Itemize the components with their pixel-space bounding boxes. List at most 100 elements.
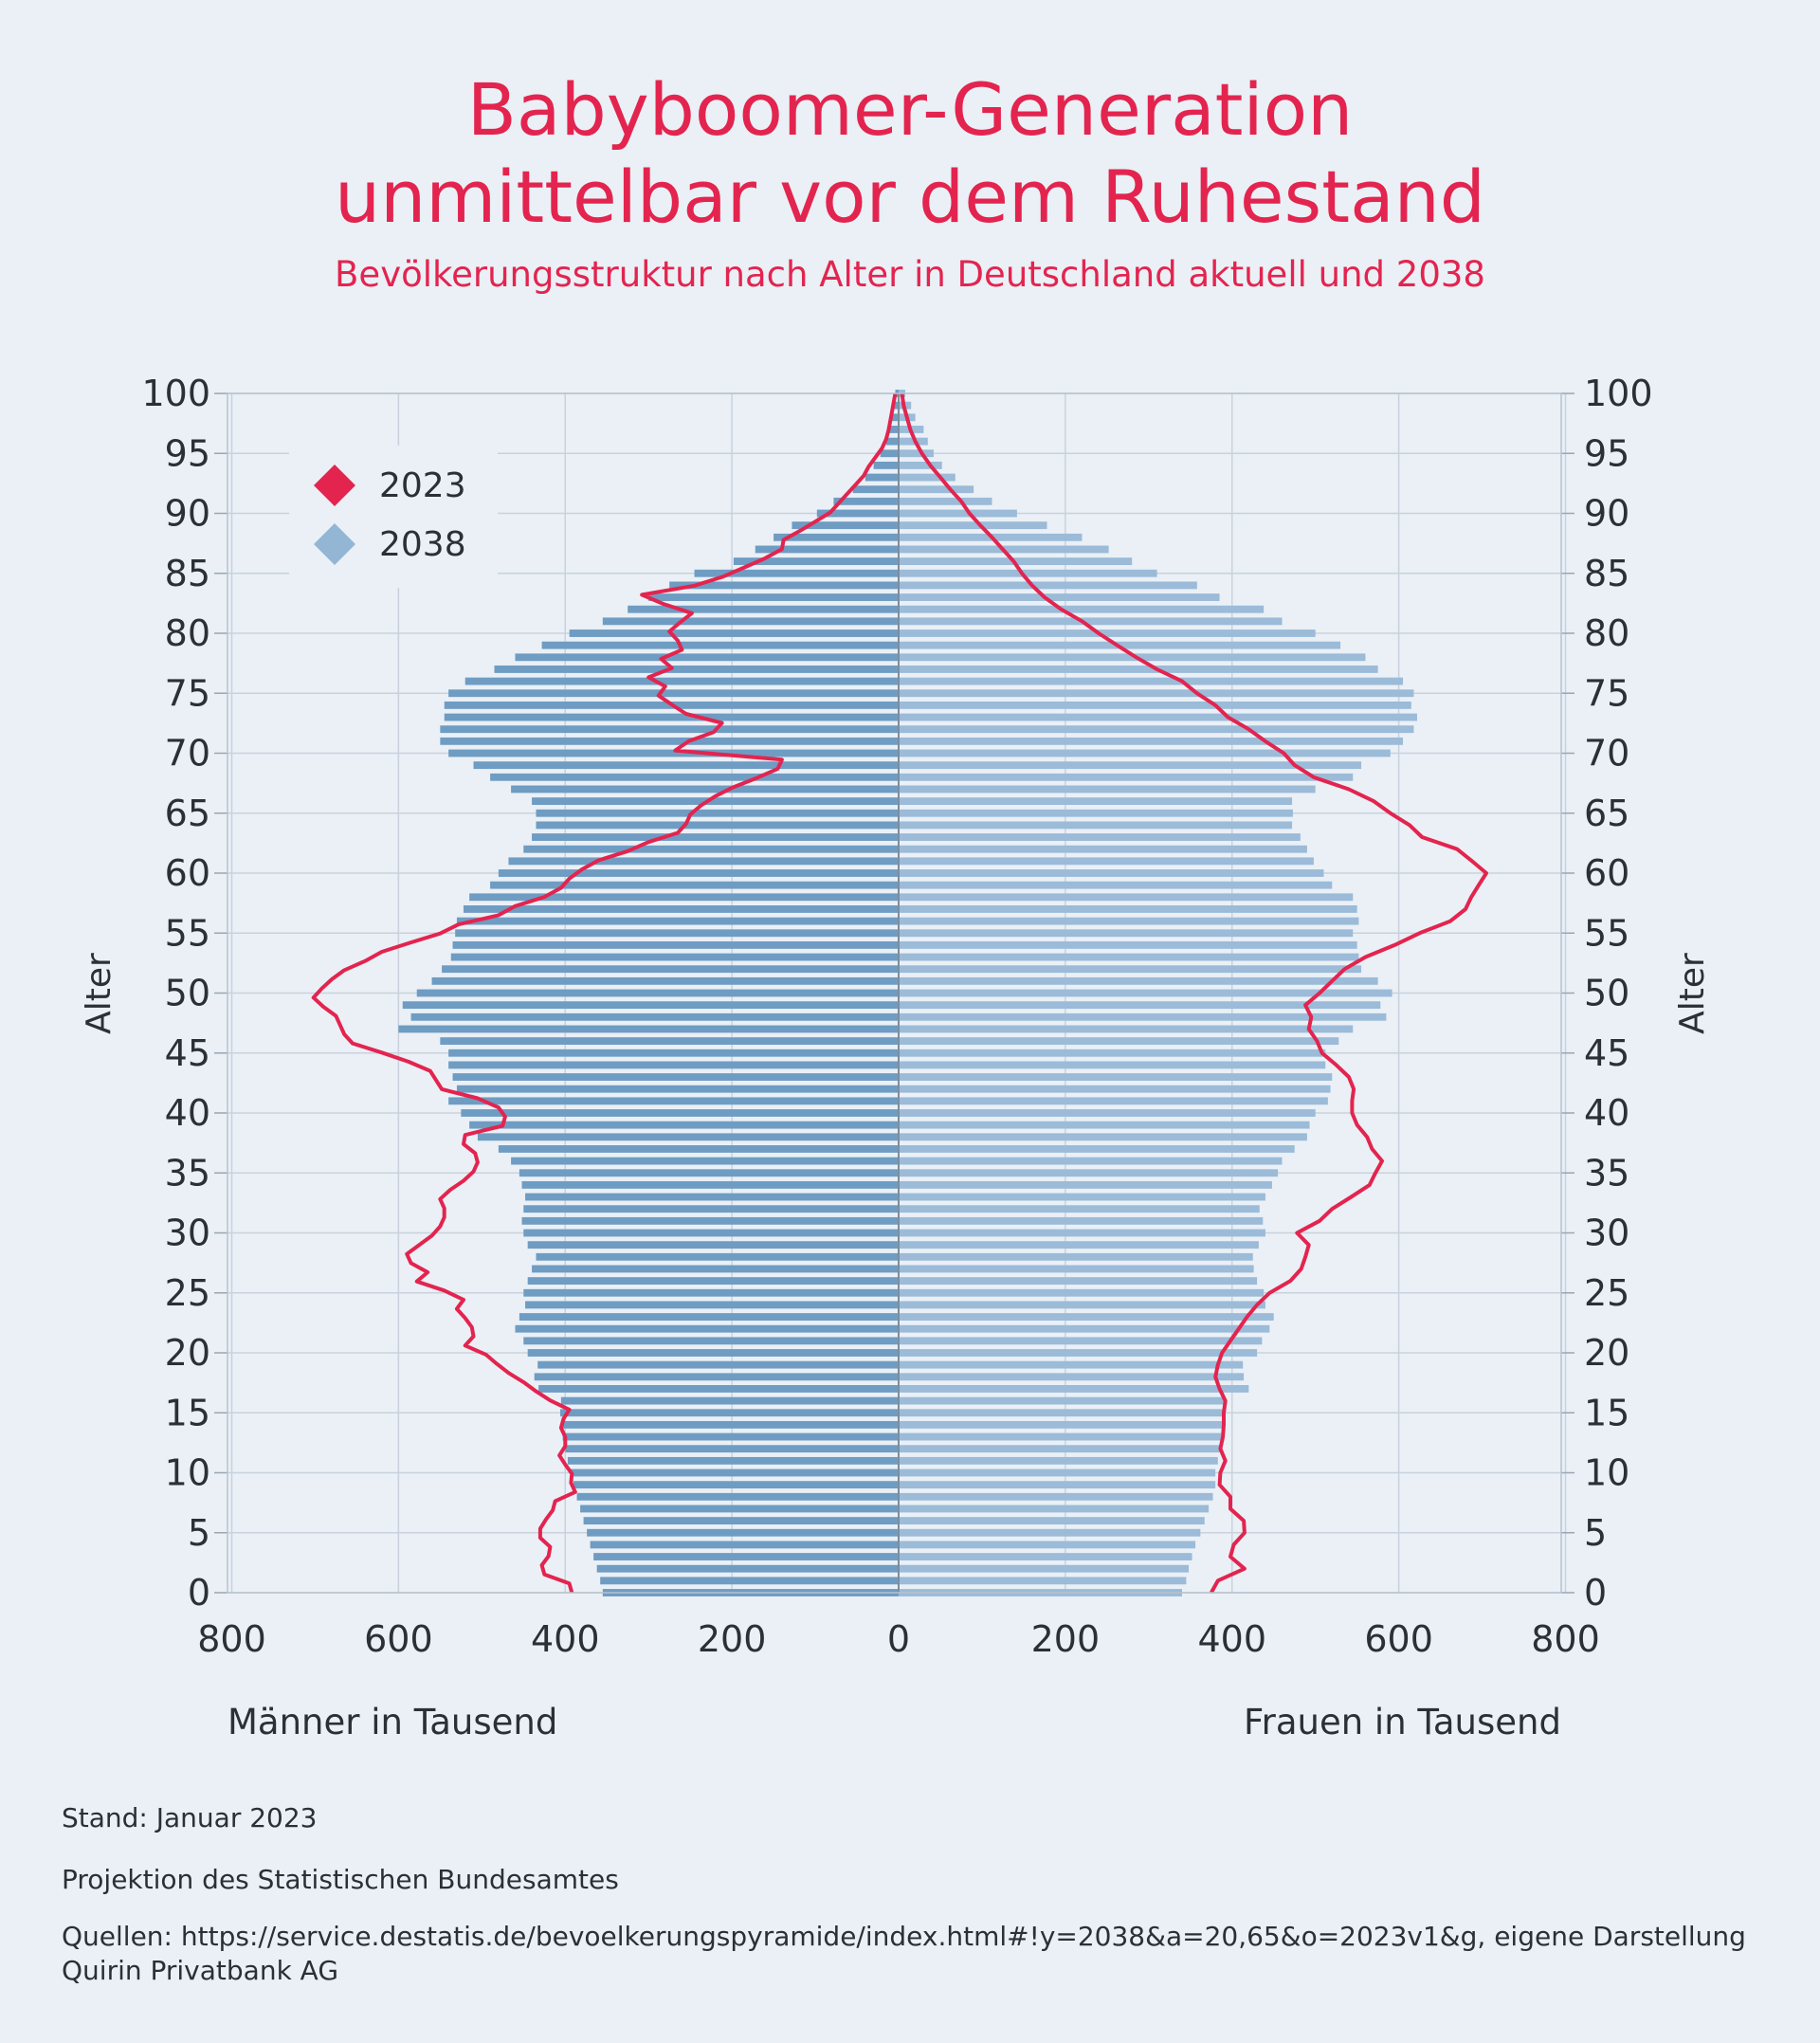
bar-2038-female [899, 473, 956, 482]
bar-2038-male [580, 1505, 899, 1513]
bar-2038-female [899, 1577, 1187, 1585]
bar-2038-female [899, 1337, 1263, 1345]
bar-2038-male [536, 809, 899, 817]
bar-2038-male [473, 761, 899, 770]
y-tick-label-right: 30 [1584, 1213, 1629, 1254]
bar-2038-female [899, 1505, 1210, 1513]
bar-2038-female [899, 629, 1316, 637]
bar-2038-male [593, 1553, 899, 1560]
bar-2038-male [402, 1001, 900, 1010]
bar-2038-female [899, 1456, 1218, 1465]
y-tick-label-left: 20 [165, 1332, 210, 1374]
bar-2038-male [816, 509, 899, 518]
bar-2038-male [888, 426, 899, 433]
bar-2038-female [899, 509, 1017, 518]
bar-2038-male [523, 1288, 899, 1297]
y-tick-label-left: 15 [165, 1392, 210, 1433]
y-tick-label-right: 95 [1584, 432, 1629, 474]
bar-2038-female [899, 1277, 1258, 1286]
y-tick-label-right: 75 [1584, 672, 1629, 714]
bar-2038-male [532, 1265, 899, 1273]
y-tick-label-right: 10 [1584, 1452, 1629, 1494]
bar-2038-female [899, 773, 1354, 781]
y-tick-label-right: 0 [1584, 1572, 1607, 1614]
x-tick-label: 200 [1031, 1618, 1101, 1660]
bar-2038-female [899, 569, 1157, 577]
bar-2038-male [469, 1121, 899, 1129]
title-line-1: Babyboomer-Generation [466, 67, 1354, 152]
bar-2038-male [508, 857, 899, 866]
y-tick-label-left: 80 [165, 612, 210, 654]
footer-quellen: Quellen: https://service.destatis.de/bev… [62, 1920, 1746, 1988]
bar-2038-female [899, 1109, 1316, 1117]
y-axis-label-left: Alter [80, 953, 118, 1034]
bar-2038-female [899, 1481, 1216, 1489]
bar-2038-female [899, 893, 1354, 902]
bar-2038-male [560, 1420, 899, 1429]
bar-2038-female [899, 965, 1362, 974]
bar-2038-female [899, 1313, 1274, 1321]
bar-2038-female [899, 1097, 1328, 1105]
bar-2038-male [463, 905, 899, 913]
bar-2038-male [567, 1456, 899, 1465]
bar-2038-male [669, 581, 899, 590]
bar-2038-male [431, 976, 899, 985]
y-tick-label-left: 0 [188, 1572, 210, 1614]
bar-2038-female [899, 653, 1366, 662]
bar-2038-male [498, 869, 899, 877]
bar-2038-male [590, 1541, 899, 1549]
chart-title: Babyboomer-Generation unmittelbar vor de… [0, 66, 1820, 241]
bar-2038-female [899, 1396, 1224, 1405]
bar-2038-male [455, 929, 899, 938]
bar-2038-male [600, 1577, 899, 1585]
bar-2038-female [899, 1553, 1192, 1560]
bar-2038-female [899, 1492, 1213, 1501]
bar-2038-male [448, 689, 899, 698]
bar-2038-female [899, 1133, 1307, 1141]
bar-2038-female [899, 821, 1293, 830]
bar-2038-male [523, 845, 899, 853]
bar-2038-male [873, 461, 899, 469]
bar-2038-female [899, 1205, 1260, 1213]
bar-2038-female [899, 713, 1417, 721]
bar-2038-male [515, 1324, 899, 1333]
y-tick-label-right: 25 [1584, 1272, 1629, 1314]
bar-2038-male [583, 1517, 899, 1525]
bar-2038-female [899, 1073, 1333, 1081]
x-tick-label: 600 [1364, 1618, 1433, 1660]
bar-2038-male [536, 1252, 899, 1261]
bar-2038-male [519, 1313, 899, 1321]
bar-2038-male [596, 1564, 899, 1573]
bar-2038-female [899, 1564, 1190, 1573]
bar-2038-female [899, 1385, 1249, 1393]
bar-2038-male [398, 1025, 899, 1033]
bar-2038-male [532, 797, 899, 806]
bar-2038-female [899, 905, 1357, 913]
bar-2038-male [456, 1085, 899, 1093]
bar-2038-female [899, 605, 1265, 613]
bar-2038-male [490, 881, 899, 889]
bar-2038-male [523, 1337, 899, 1345]
footer-quellen-line-1: Quellen: https://service.destatis.de/bev… [62, 1921, 1746, 1952]
y-tick-label-right: 50 [1584, 973, 1629, 1014]
bar-2038-female [899, 461, 942, 469]
bar-2038-male [410, 1012, 899, 1021]
bar-2038-male [494, 666, 899, 673]
bar-2038-female [899, 1049, 1326, 1057]
bar-2038-female [899, 497, 992, 505]
y-tick-label-right: 20 [1584, 1332, 1629, 1374]
y-tick-label-left: 35 [165, 1152, 210, 1194]
bar-2038-female [899, 1517, 1205, 1525]
bar-2038-female [899, 1229, 1265, 1237]
bar-2038-female [899, 725, 1414, 734]
bar-2038-female [899, 917, 1359, 925]
y-tick-label-left: 10 [165, 1452, 210, 1494]
bar-2038-male [511, 785, 899, 793]
bar-2038-female [899, 1468, 1216, 1477]
bar-2038-male [532, 833, 899, 841]
bar-2038-male [538, 1385, 899, 1393]
bar-2038-female [899, 1324, 1270, 1333]
bar-2038-male [573, 1481, 899, 1489]
bar-2038-male [519, 1169, 899, 1177]
bar-2038-male [891, 413, 899, 422]
